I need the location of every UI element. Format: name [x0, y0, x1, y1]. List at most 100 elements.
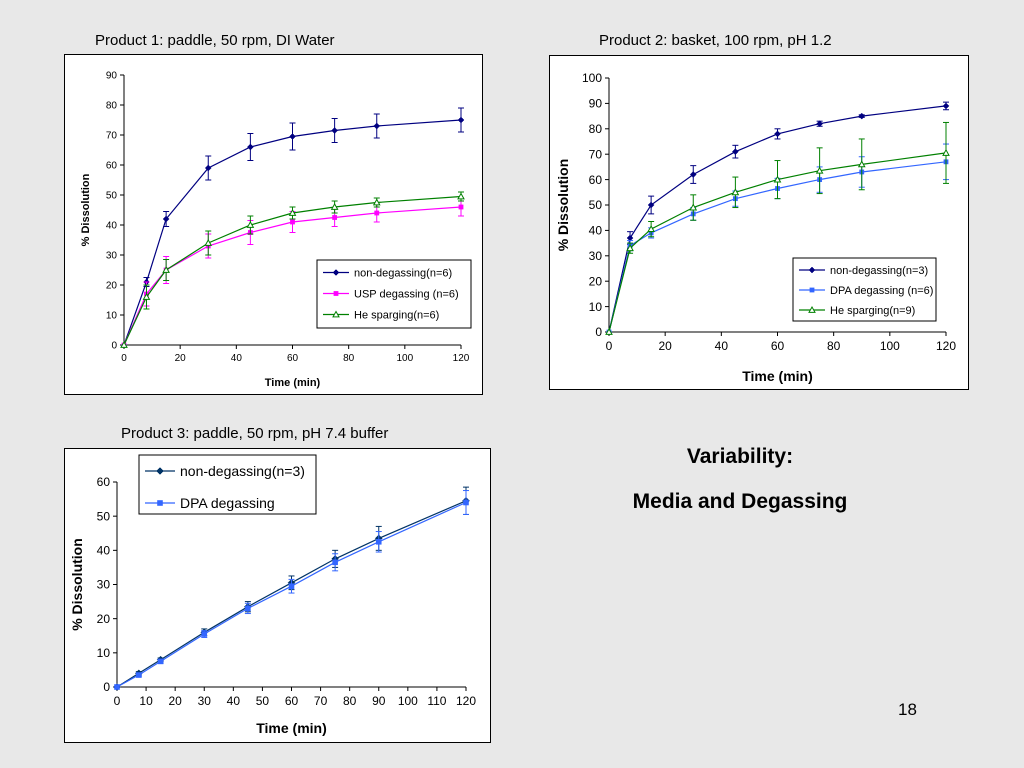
- x-tick-label: 60: [287, 353, 299, 364]
- data-point: [689, 171, 697, 178]
- chart-title-product2: Product 2: basket, 100 rpm, pH 1.2: [599, 32, 832, 49]
- y-tick-label: 0: [103, 680, 110, 694]
- chart-panel-product2: 0 10 20 30 40 50 60 70 80 90 100 0 20 40 60 80 100 120 Tim…: [549, 55, 969, 390]
- data-point: [288, 583, 295, 590]
- y-tick-label: 40: [589, 224, 603, 238]
- y-tick-label: 10: [589, 300, 603, 314]
- y-tick-label: 10: [106, 311, 118, 322]
- data-point: [289, 133, 296, 140]
- y-tick-label: 0: [595, 325, 602, 339]
- legend: non-degassing(n=6) USP degassing (n=6) He …: [316, 259, 472, 329]
- x-tick-label: 50: [256, 694, 270, 708]
- data-point: [373, 122, 381, 130]
- series-0: [605, 101, 950, 336]
- data-point: [732, 148, 739, 156]
- y-tick-label: 10: [97, 646, 111, 660]
- y-tick-label: 60: [589, 173, 603, 187]
- data-point: [120, 340, 128, 348]
- y-tick-label: 20: [97, 612, 111, 626]
- slide-heading-line1: Variability:: [686, 445, 794, 468]
- y-axis-label: % Dissolution: [69, 538, 85, 631]
- x-tick-label: 120: [453, 353, 470, 364]
- data-point: [136, 672, 142, 678]
- data-point: [162, 265, 170, 273]
- x-tick-label: 100: [398, 694, 418, 708]
- y-tick-label: 60: [106, 161, 118, 172]
- y-tick-label: 0: [111, 341, 117, 352]
- data-point: [463, 499, 469, 506]
- data-point: [942, 148, 950, 156]
- x-tick-label: 40: [227, 694, 241, 708]
- x-tick-label: 90: [372, 694, 386, 708]
- x-tick-label: 120: [456, 694, 476, 708]
- chart-panel-product1: 0 10 20 30 40 50 60 70 80 90 0 20 40 60 80 100 120 Time (…: [64, 54, 483, 395]
- legend-swatch-marker: [809, 287, 815, 293]
- legend-entry: USP degassing (n=6): [354, 288, 459, 300]
- data-point: [815, 166, 824, 174]
- series-2: [120, 191, 465, 348]
- x-tick-label: 60: [771, 339, 785, 353]
- series-line: [116, 501, 467, 688]
- y-axis-label: % Dissolution: [555, 159, 571, 252]
- y-tick-label: 70: [106, 131, 118, 142]
- y-tick-label: 20: [106, 281, 118, 292]
- y-tick-label: 70: [589, 147, 603, 161]
- x-tick-label: 100: [880, 339, 900, 353]
- x-tick-label: 100: [396, 353, 413, 364]
- data-point: [114, 684, 120, 690]
- data-point: [457, 192, 465, 200]
- x-tick-label: 30: [198, 694, 212, 708]
- y-tick-label: 50: [589, 198, 603, 212]
- data-point: [458, 204, 464, 210]
- y-tick-label: 30: [106, 251, 118, 262]
- y-tick-label: 80: [589, 122, 603, 136]
- data-point: [375, 538, 382, 545]
- data-point: [247, 143, 254, 151]
- data-point: [204, 164, 212, 172]
- x-tick-label: 20: [658, 339, 672, 353]
- y-tick-label: 60: [97, 475, 111, 489]
- legend-entry: He sparging(n=9): [830, 305, 915, 317]
- data-point: [858, 112, 866, 120]
- legend-swatch-marker: [333, 291, 339, 296]
- legend-box: [316, 259, 472, 329]
- chart-svg-product3: 0 10 20 30 40 50 60 0 10 20 30 40 50 60 70 80 90 100 110 12…: [69, 454, 476, 736]
- data-point: [942, 102, 950, 110]
- data-point: [647, 225, 655, 233]
- data-point: [330, 202, 339, 210]
- y-tick-label: 90: [589, 97, 603, 111]
- legend-entry: non-degassing(n=3): [180, 463, 305, 479]
- data-point: [457, 116, 465, 124]
- y-tick-label: 90: [106, 71, 118, 82]
- x-tick-label: 0: [121, 353, 127, 364]
- y-tick-label: 80: [106, 101, 118, 112]
- x-tick-label: 20: [168, 694, 182, 708]
- x-tick-label: 80: [343, 694, 357, 708]
- data-point: [288, 208, 297, 216]
- chart-title-product3: Product 3: paddle, 50 rpm, pH 7.4 buffer: [121, 425, 389, 442]
- y-tick-label: 50: [106, 191, 118, 202]
- data-point: [290, 219, 295, 225]
- x-tick-label: 0: [114, 694, 121, 708]
- data-point: [626, 244, 634, 252]
- data-point: [162, 215, 170, 223]
- legend-box: [138, 454, 317, 515]
- x-tick-label: 80: [343, 353, 355, 364]
- x-tick-label: 40: [231, 353, 243, 364]
- legend-entry: He sparging(n=6): [354, 309, 439, 321]
- data-point: [374, 210, 380, 216]
- series-1: [114, 490, 469, 690]
- data-point: [816, 120, 823, 128]
- x-axis-label: Time (min): [265, 377, 321, 389]
- data-point: [774, 130, 781, 138]
- legend-entry: DPA degassing: [180, 495, 275, 511]
- x-tick-label: 70: [314, 694, 328, 708]
- chart-panel-product3: 0 10 20 30 40 50 60 0 10 20 30 40 50 60 70 80 90 100 110 12…: [64, 448, 491, 743]
- legend-swatch-marker: [332, 310, 340, 318]
- y-tick-label: 50: [97, 509, 111, 523]
- y-tick-label: 100: [582, 71, 602, 85]
- chart-svg-product2: 0 10 20 30 40 50 60 70 80 90 100 0 20 40 60 80 100 120 Tim…: [555, 71, 956, 384]
- data-point: [157, 658, 164, 665]
- x-tick-label: 40: [715, 339, 729, 353]
- data-point: [372, 198, 381, 206]
